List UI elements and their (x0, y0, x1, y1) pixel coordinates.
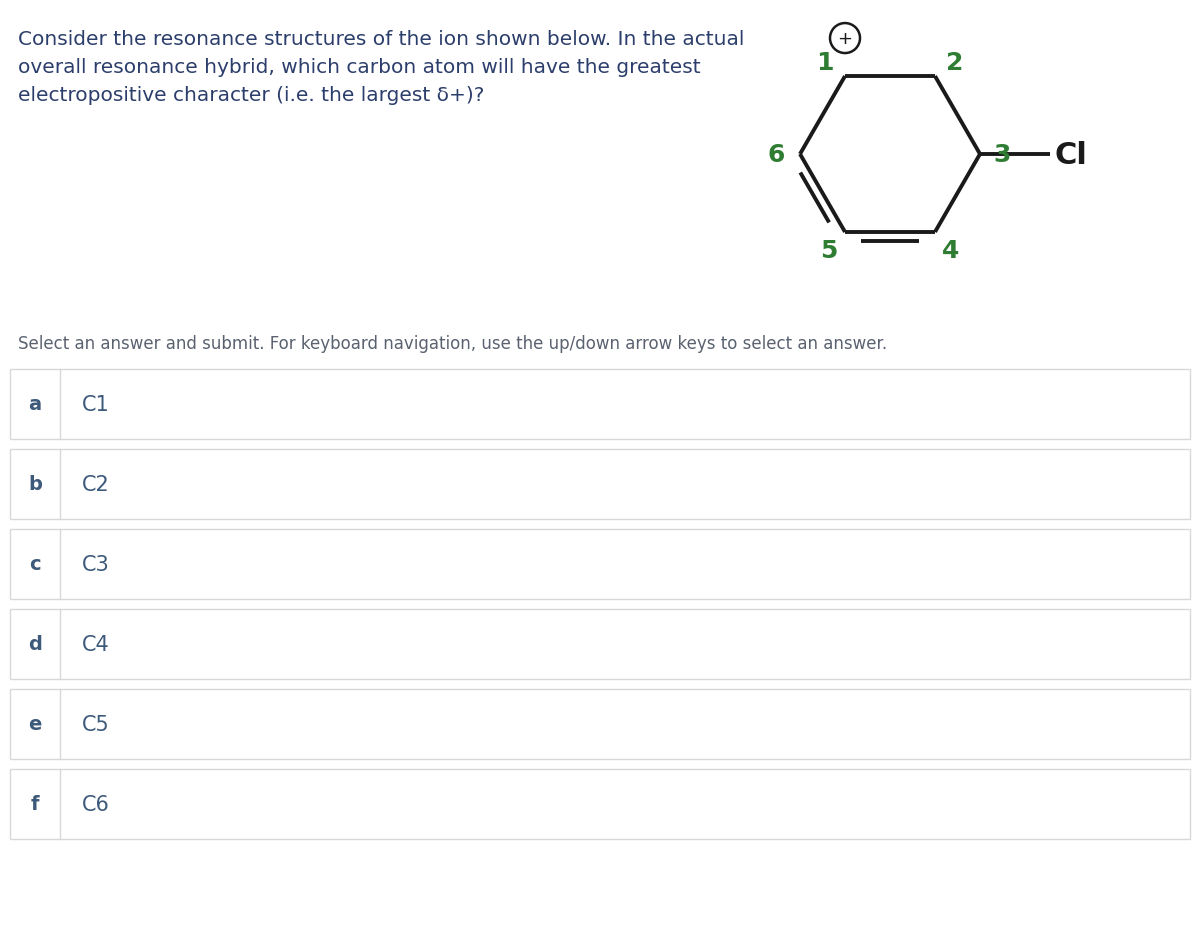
FancyBboxPatch shape (10, 609, 1190, 680)
Text: C2: C2 (82, 474, 109, 494)
Text: Select an answer and submit. For keyboard navigation, use the up/down arrow keys: Select an answer and submit. For keyboar… (18, 335, 887, 352)
FancyBboxPatch shape (10, 449, 1190, 520)
Text: C4: C4 (82, 634, 109, 654)
Text: 3: 3 (994, 143, 1010, 167)
Text: electropositive character (i.e. the largest δ+)?: electropositive character (i.e. the larg… (18, 86, 485, 105)
Text: C1: C1 (82, 394, 109, 414)
Text: c: c (29, 555, 41, 574)
Text: Consider the resonance structures of the ion shown below. In the actual: Consider the resonance structures of the… (18, 30, 744, 49)
Text: C3: C3 (82, 554, 109, 574)
Text: e: e (29, 715, 42, 734)
Text: 2: 2 (947, 51, 964, 75)
Text: f: f (31, 795, 40, 814)
FancyBboxPatch shape (10, 689, 1190, 759)
Text: 6: 6 (767, 143, 785, 167)
Text: a: a (29, 395, 42, 414)
Text: 5: 5 (821, 239, 838, 263)
Text: 1: 1 (816, 51, 834, 75)
Text: C5: C5 (82, 714, 109, 734)
Text: b: b (28, 475, 42, 494)
Text: overall resonance hybrid, which carbon atom will have the greatest: overall resonance hybrid, which carbon a… (18, 58, 701, 77)
Text: 4: 4 (942, 239, 960, 263)
Text: C6: C6 (82, 794, 110, 814)
Text: +: + (838, 30, 852, 48)
FancyBboxPatch shape (10, 769, 1190, 839)
Text: Cl: Cl (1054, 140, 1087, 169)
Text: d: d (28, 635, 42, 654)
FancyBboxPatch shape (10, 529, 1190, 600)
FancyBboxPatch shape (10, 369, 1190, 440)
